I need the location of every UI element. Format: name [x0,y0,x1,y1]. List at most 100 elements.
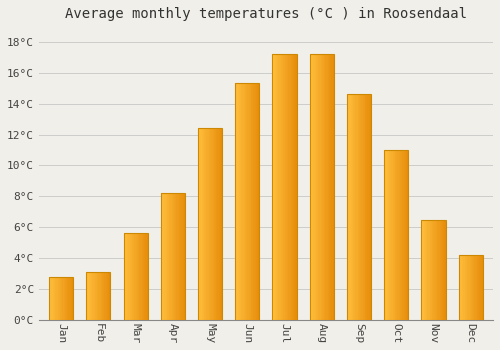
Bar [205,128,206,320]
Bar [467,255,468,320]
Bar [58,277,60,320]
Bar [359,94,360,320]
Bar [174,193,176,320]
Bar [360,94,362,320]
Bar [244,84,245,320]
Bar [278,54,280,320]
Bar [218,128,220,320]
Bar [162,193,163,320]
Bar [239,84,240,320]
Bar [348,94,350,320]
Bar [72,277,73,320]
Bar [272,54,274,320]
Bar [143,233,144,320]
Bar [65,277,66,320]
Bar [128,233,130,320]
Bar [356,94,358,320]
Bar [163,193,164,320]
Bar [329,54,330,320]
Bar [398,150,400,320]
Bar [461,255,462,320]
Bar [437,219,438,320]
Bar [316,54,317,320]
Bar [70,277,71,320]
Bar [395,150,396,320]
Bar [133,233,134,320]
Bar [250,84,251,320]
Bar [478,255,479,320]
Bar [215,128,216,320]
Bar [86,272,88,320]
Bar [276,54,278,320]
Bar [168,193,169,320]
Bar [462,255,464,320]
Bar [124,233,126,320]
Bar [323,54,324,320]
Bar [169,193,170,320]
Bar [286,54,287,320]
Bar [406,150,407,320]
Bar [144,233,146,320]
Bar [282,54,284,320]
Bar [203,128,204,320]
Bar [98,272,100,320]
Bar [245,84,246,320]
Bar [248,84,250,320]
Bar [60,277,61,320]
Bar [389,150,390,320]
Bar [221,128,222,320]
Bar [176,193,178,320]
Bar [124,233,148,320]
Bar [288,54,290,320]
Bar [198,128,222,320]
Bar [180,193,182,320]
Bar [160,193,162,320]
Bar [400,150,401,320]
Bar [470,255,472,320]
Bar [280,54,281,320]
Bar [438,219,440,320]
Bar [91,272,92,320]
Bar [254,84,256,320]
Bar [252,84,254,320]
Bar [140,233,141,320]
Bar [160,193,185,320]
Bar [294,54,296,320]
Bar [364,94,365,320]
Bar [425,219,426,320]
Bar [440,219,442,320]
Bar [464,255,466,320]
Bar [136,233,137,320]
Bar [477,255,478,320]
Bar [310,54,334,320]
Bar [422,219,424,320]
Bar [317,54,318,320]
Bar [103,272,104,320]
Bar [220,128,221,320]
Bar [62,277,64,320]
Bar [384,150,408,320]
Bar [362,94,364,320]
Bar [166,193,167,320]
Bar [106,272,107,320]
Bar [97,272,98,320]
Bar [352,94,353,320]
Bar [146,233,148,320]
Bar [54,277,55,320]
Bar [209,128,210,320]
Bar [310,54,311,320]
Bar [96,272,97,320]
Bar [242,84,244,320]
Bar [290,54,292,320]
Bar [235,84,260,320]
Bar [390,150,392,320]
Bar [200,128,202,320]
Bar [350,94,352,320]
Bar [167,193,168,320]
Bar [388,150,389,320]
Bar [392,150,394,320]
Bar [86,272,110,320]
Bar [212,128,214,320]
Bar [258,84,260,320]
Bar [182,193,184,320]
